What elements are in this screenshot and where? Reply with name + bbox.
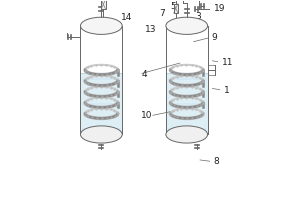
Text: 5: 5 [170,2,176,11]
Text: 1: 1 [224,86,229,95]
Text: 10: 10 [141,111,153,120]
Ellipse shape [166,126,208,143]
Bar [166,73,208,134]
Text: 14: 14 [121,13,133,22]
Text: 4: 4 [141,70,147,79]
Ellipse shape [166,17,208,34]
Text: 19: 19 [214,4,225,13]
Text: 7: 7 [159,9,165,18]
Text: 11: 11 [221,58,233,67]
Text: 8: 8 [214,157,219,166]
Ellipse shape [80,17,122,34]
Text: 3: 3 [196,12,201,21]
Bar [80,73,122,134]
Bar [174,4,178,13]
Bar [101,0,106,9]
Text: 13: 13 [145,25,157,34]
Ellipse shape [80,126,122,143]
Text: 9: 9 [212,33,217,42]
